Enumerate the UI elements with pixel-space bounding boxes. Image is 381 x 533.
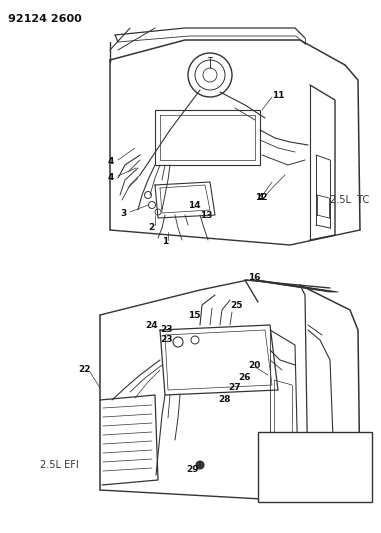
Text: 92124 2600: 92124 2600 — [8, 14, 82, 24]
Text: 1: 1 — [162, 238, 168, 246]
Text: 24: 24 — [145, 320, 158, 329]
Text: 2: 2 — [148, 223, 154, 232]
Text: 16: 16 — [248, 273, 261, 282]
Text: 4: 4 — [258, 193, 264, 203]
Text: 14: 14 — [188, 200, 201, 209]
Text: 29: 29 — [186, 465, 199, 474]
Circle shape — [196, 461, 204, 469]
Text: 11: 11 — [272, 91, 285, 100]
Text: 12: 12 — [255, 193, 267, 203]
Text: 25: 25 — [230, 301, 242, 310]
Text: 2.5L  TC: 2.5L TC — [330, 195, 369, 205]
Text: 20: 20 — [263, 435, 275, 445]
Text: 3: 3 — [120, 208, 126, 217]
Text: 13: 13 — [200, 211, 213, 220]
Text: 32: 32 — [340, 483, 352, 492]
Text: 20: 20 — [248, 360, 260, 369]
Text: 15: 15 — [188, 311, 200, 319]
Text: 23: 23 — [160, 326, 173, 335]
Text: 23: 23 — [160, 335, 173, 344]
Circle shape — [297, 462, 303, 468]
Text: 4: 4 — [108, 157, 114, 166]
Text: 27: 27 — [228, 384, 241, 392]
Text: 31: 31 — [282, 435, 294, 445]
Text: 30: 30 — [263, 465, 274, 474]
Text: 2.5L EFI: 2.5L EFI — [40, 460, 79, 470]
Text: 28: 28 — [218, 395, 231, 405]
Text: 26: 26 — [238, 374, 250, 383]
Text: 4: 4 — [108, 174, 114, 182]
Text: 22: 22 — [78, 366, 91, 375]
Bar — [258, 432, 372, 502]
